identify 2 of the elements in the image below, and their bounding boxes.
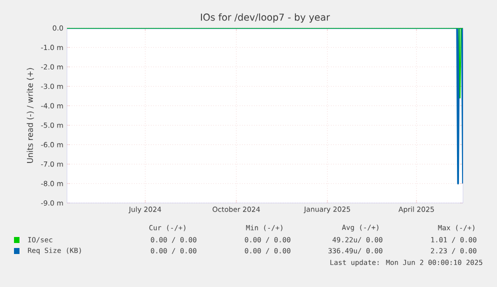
y-axis-title: Units read (-) / write (+): [26, 68, 34, 163]
chart-title: IOs for /dev/loop7 - by year: [200, 13, 330, 23]
